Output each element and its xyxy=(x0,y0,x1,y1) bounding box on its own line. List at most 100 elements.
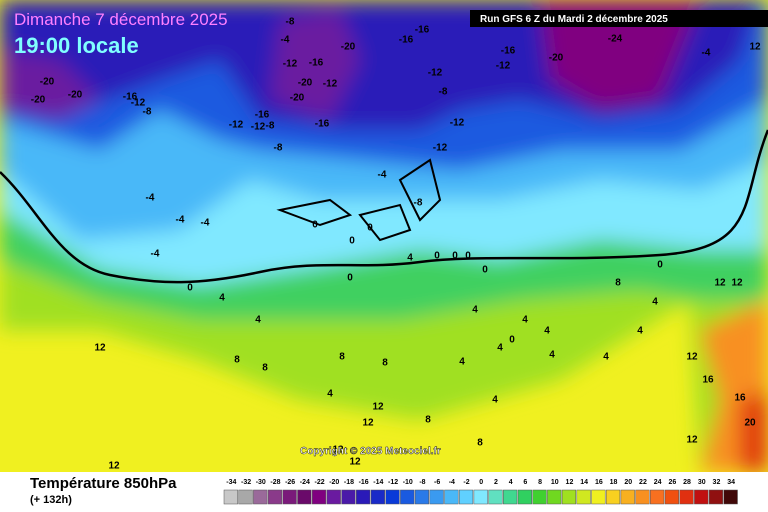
legend-label: 32 xyxy=(713,479,721,486)
contour-label: 8 xyxy=(615,278,621,289)
legend-label: 22 xyxy=(639,479,647,486)
legend-label: 26 xyxy=(668,479,676,486)
copyright: Copyright © 2025 Meteociel.fr xyxy=(300,446,441,457)
legend-swatch xyxy=(267,489,283,505)
contour-label: -12 xyxy=(450,118,465,129)
legend-label: -12 xyxy=(388,479,398,486)
legend-label: 12 xyxy=(566,479,574,486)
legend-label: 0 xyxy=(479,479,483,486)
contour-label: -12 xyxy=(323,79,338,90)
contour-label: -16 xyxy=(123,92,138,103)
legend-label: -14 xyxy=(373,479,383,486)
contour-label: -16 xyxy=(501,46,516,57)
contour-label: 12 xyxy=(714,278,726,289)
contour-label: 0 xyxy=(187,283,193,294)
contour-label: -8 xyxy=(439,87,448,98)
contour-label: -16 xyxy=(309,58,324,69)
contour-label: -8 xyxy=(414,198,423,209)
contour-label: 4 xyxy=(637,326,643,337)
legend-label: 30 xyxy=(698,479,706,486)
legend-swatch xyxy=(458,489,474,505)
legend-label: -2 xyxy=(463,479,469,486)
legend-swatch xyxy=(620,489,635,505)
contour-label: 4 xyxy=(522,315,528,326)
legend-swatch xyxy=(561,489,577,505)
legend-swatch xyxy=(591,489,606,505)
contour-label: -12 xyxy=(283,59,298,70)
contour-label: 4 xyxy=(407,253,413,264)
contour-label: 12 xyxy=(362,418,374,429)
contour-label: 0 xyxy=(367,223,373,234)
contour-label: 4 xyxy=(219,293,225,304)
legend-label: -16 xyxy=(359,479,369,486)
legend-label: 24 xyxy=(654,479,662,486)
contour-label: 12 xyxy=(686,435,698,446)
legend-swatch xyxy=(723,489,738,505)
legend-label: -6 xyxy=(434,479,440,486)
contour-label: 4 xyxy=(652,297,658,308)
contour-label: 12 xyxy=(372,402,384,413)
contour-label: -8 xyxy=(266,121,275,132)
legend-label: -22 xyxy=(314,479,324,486)
contour-label: 4 xyxy=(544,326,550,337)
contour-label: -12 xyxy=(496,61,511,72)
legend-swatch xyxy=(444,489,459,505)
contour-label: -12 xyxy=(433,143,448,154)
legend-swatch xyxy=(370,489,385,505)
legend-label: -30 xyxy=(256,479,266,486)
legend-label: -32 xyxy=(241,479,251,486)
legend-label: -34 xyxy=(226,479,236,486)
contour-label: -8 xyxy=(286,17,295,28)
legend-swatch xyxy=(650,489,665,505)
legend-swatch xyxy=(341,489,356,505)
contour-label: 0 xyxy=(347,273,353,284)
legend-swatch xyxy=(282,489,297,505)
legend-label: 10 xyxy=(551,479,559,486)
legend-label: 34 xyxy=(727,479,735,486)
contour-label: 0 xyxy=(509,335,515,346)
legend-swatch xyxy=(708,489,724,505)
contour-label: -16 xyxy=(415,25,430,36)
temperature-field xyxy=(0,0,768,472)
contour-label: -12 xyxy=(131,98,146,109)
contour-label: 4 xyxy=(459,357,465,368)
legend-label: -24 xyxy=(300,479,310,486)
legend-label: 18 xyxy=(610,479,618,486)
contour-label: 12 xyxy=(731,278,743,289)
contour-label: 4 xyxy=(497,343,503,354)
legend-swatch xyxy=(253,489,268,505)
legend-label: 28 xyxy=(683,479,691,486)
contour-label: 12 xyxy=(749,42,761,53)
legend-label: 14 xyxy=(580,479,588,486)
legend-swatch xyxy=(473,489,488,505)
contour-label: -16 xyxy=(315,119,330,130)
contour-label: -4 xyxy=(146,193,155,204)
contour-label: -4 xyxy=(201,218,210,229)
run-info: Run GFS 6 Z du Mardi 2 décembre 2025 xyxy=(480,14,668,25)
legend: -34 -32 -30 -28 -26 -24 -22 -20 -18 -16 -14 -12 -10-… xyxy=(223,479,738,505)
contour-label: 12 xyxy=(108,461,120,472)
legend-swatch xyxy=(635,489,650,505)
contour-label: 8 xyxy=(425,415,431,426)
legend-swatch xyxy=(517,489,532,505)
contour-label: 8 xyxy=(262,363,268,374)
legend-label: 2 xyxy=(494,479,498,486)
legend-swatch xyxy=(414,489,430,505)
legend-label: -4 xyxy=(449,479,455,486)
contour-label: -12 xyxy=(428,68,443,79)
contour-label: -16 xyxy=(399,35,414,46)
contour-label: 0 xyxy=(657,260,663,271)
contour-label: -20 xyxy=(298,78,313,89)
legend-swatch xyxy=(326,489,341,505)
legend-swatch xyxy=(532,489,547,505)
contour-label: -24 xyxy=(608,34,623,45)
legend-swatch xyxy=(223,489,238,505)
legend-swatch xyxy=(385,489,400,505)
contour-label: -8 xyxy=(274,143,283,154)
contour-label: 20 xyxy=(744,418,756,429)
legend-swatch xyxy=(694,489,709,505)
legend-label: 20 xyxy=(624,479,632,486)
contour-label: 4 xyxy=(327,389,333,400)
